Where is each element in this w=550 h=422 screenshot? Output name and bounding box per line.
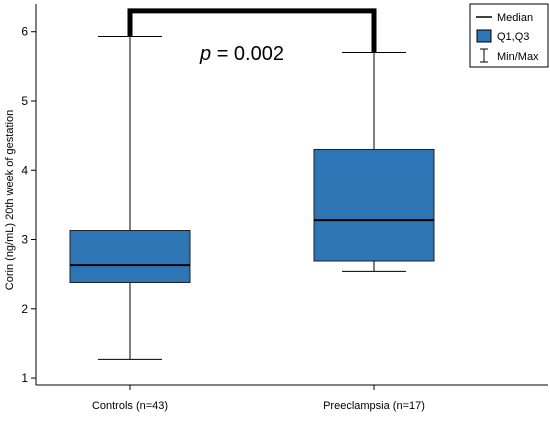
legend-box-swatch (476, 29, 492, 43)
x-ticks: Controls (n=43) Preeclampsia (n=17) (92, 385, 425, 412)
y-ticks: 1 2 3 4 5 6 (21, 25, 36, 385)
y-tick-label: 5 (21, 94, 28, 108)
y-tick-label: 6 (21, 25, 28, 39)
legend-median-label: Median (497, 12, 533, 24)
p-value-annotation: p = 0.002 (199, 43, 284, 65)
legend-whisker-label: Min/Max (497, 51, 539, 63)
p-value-text: = 0.002 (211, 43, 284, 65)
legend: Median Q1,Q3 Min/Max (469, 3, 549, 68)
p-symbol: p (199, 43, 211, 65)
box-group (69, 36, 191, 360)
y-tick-label: 1 (21, 371, 28, 385)
significance-bracket (127, 8, 377, 53)
y-axis-title: Corin (ng/mL) 20th week of gestation (4, 110, 16, 290)
y-tick-label: 4 (21, 163, 28, 177)
box-group (313, 51, 435, 272)
box-iqr (69, 230, 191, 283)
x-tick-label: Preeclampsia (n=17) (323, 400, 425, 412)
legend-box-label: Q1,Q3 (497, 31, 529, 43)
x-tick-label: Controls (n=43) (92, 400, 168, 412)
box-iqr (313, 148, 435, 262)
y-tick-label: 3 (21, 233, 28, 247)
boxes (69, 36, 435, 360)
bracket-line (127, 8, 377, 53)
y-tick-label: 2 (21, 302, 28, 316)
